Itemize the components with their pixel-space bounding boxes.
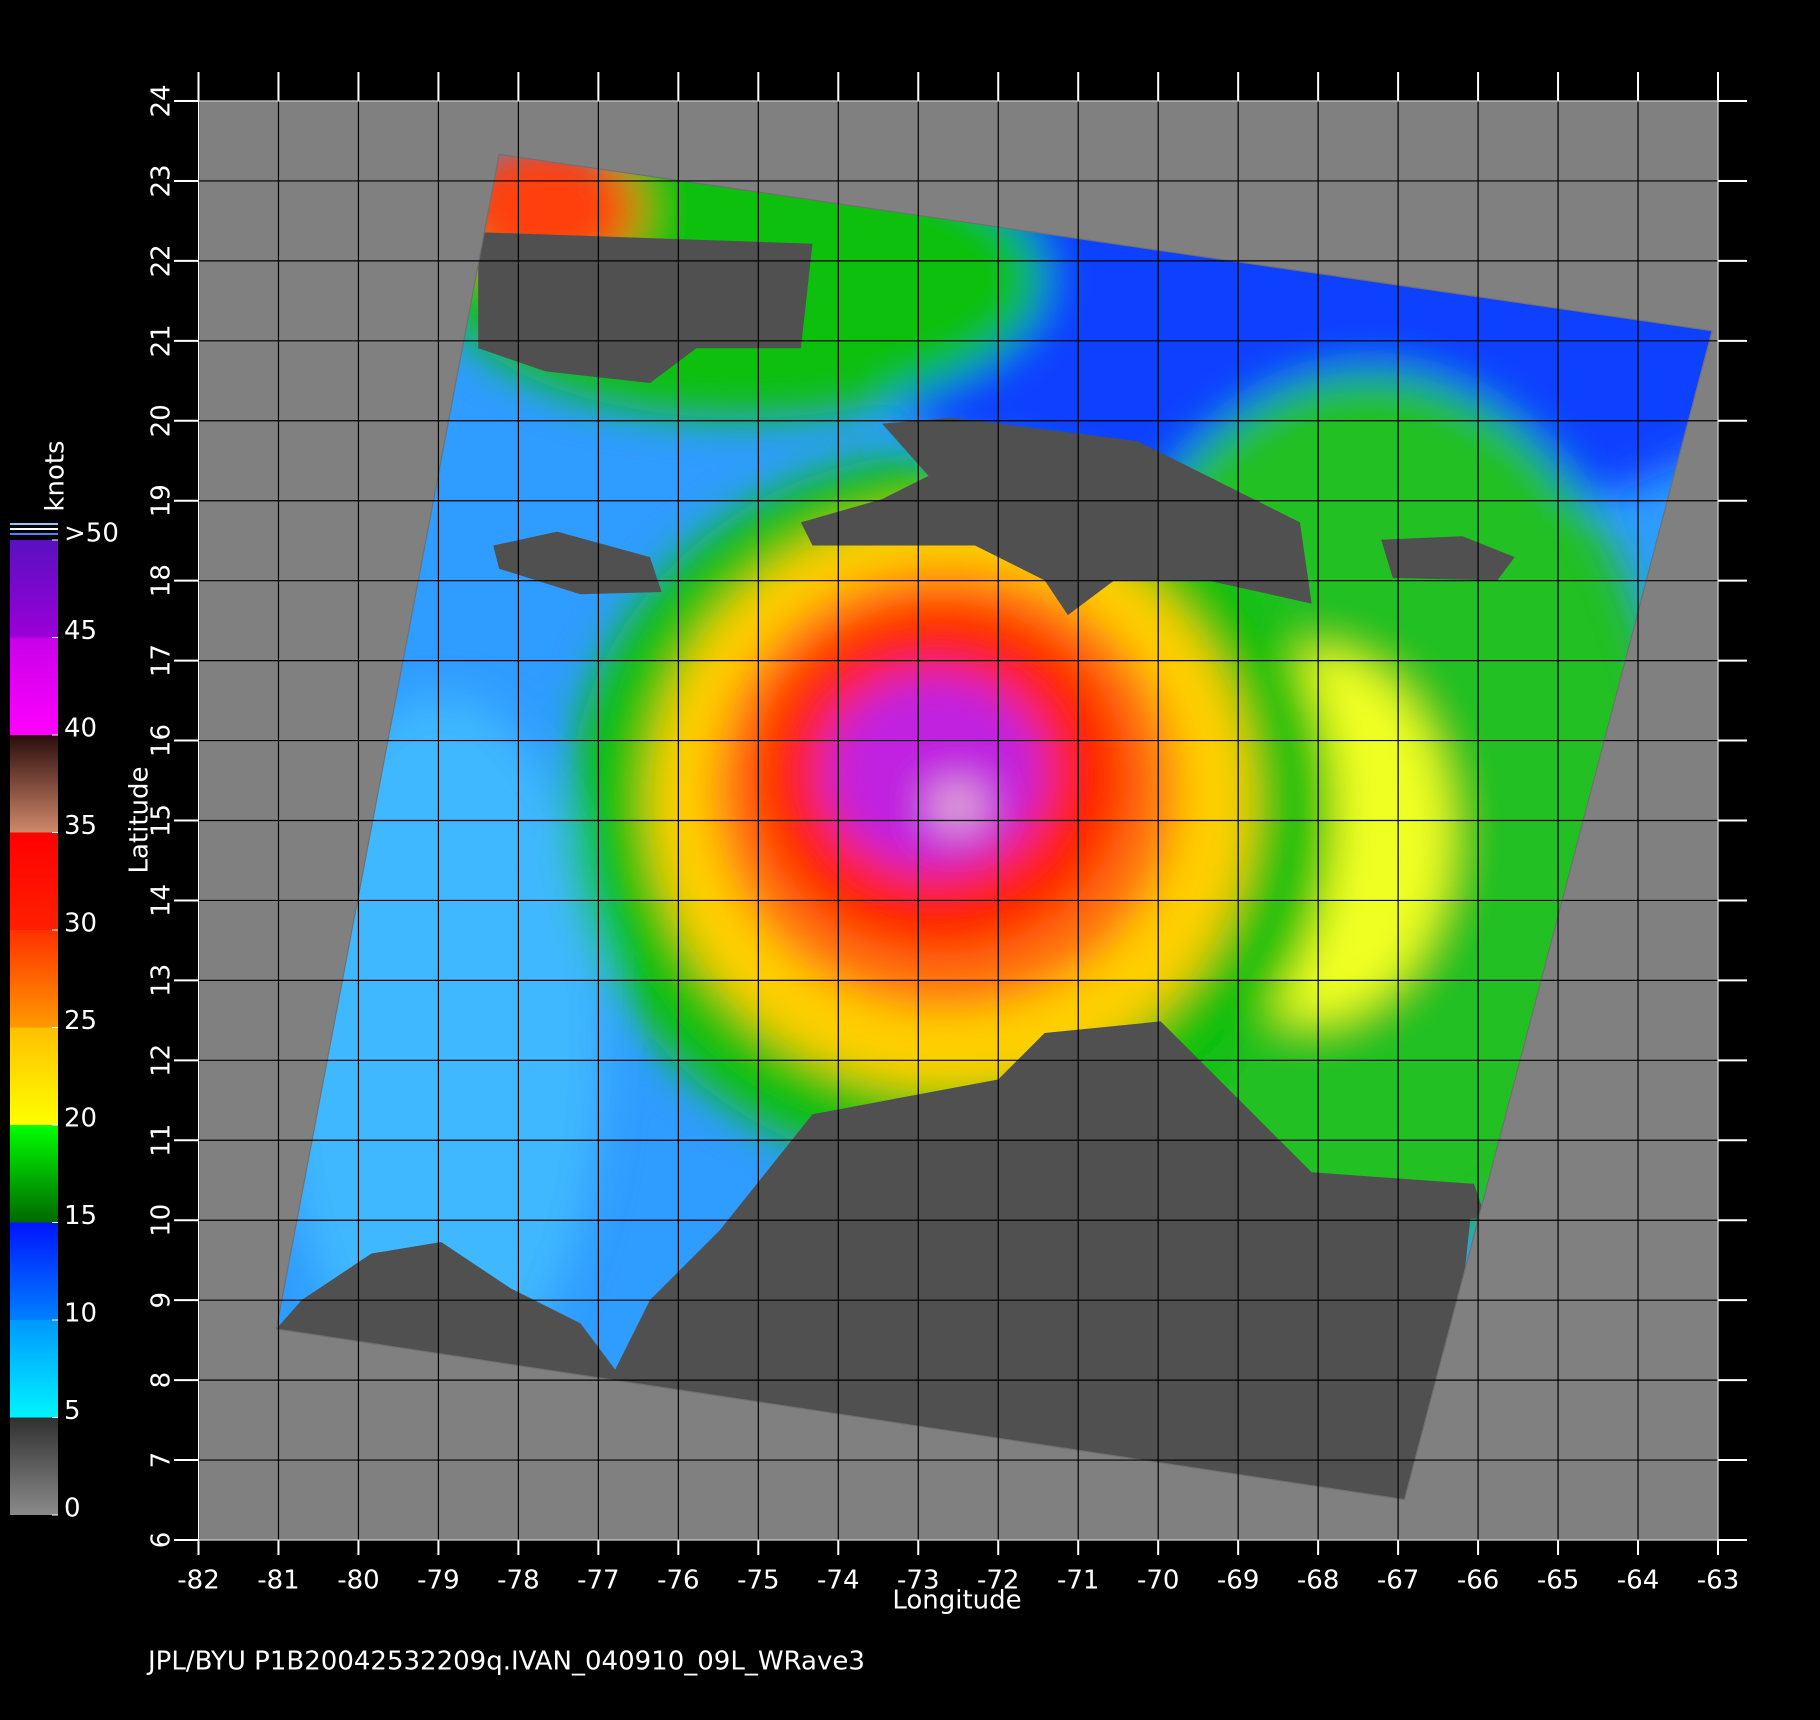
- y-tick-label: 23: [147, 164, 177, 197]
- y-tick-label: 15: [147, 804, 177, 837]
- x-tick-label: -69: [1217, 1566, 1259, 1596]
- x-tick-label: -65: [1537, 1566, 1579, 1596]
- x-tick-label: -80: [337, 1566, 379, 1596]
- y-tick-label: 11: [147, 1124, 177, 1157]
- x-tick-label: -75: [737, 1566, 779, 1596]
- colorbar-segment: [10, 1320, 58, 1418]
- colorbar-segment: [10, 637, 58, 735]
- x-tick-label: -71: [1057, 1566, 1099, 1596]
- colorbar-segment: [10, 930, 58, 1028]
- x-tick-label: -68: [1297, 1566, 1339, 1596]
- colorbar-tick-label: 45: [64, 616, 97, 646]
- y-tick-label: 17: [147, 644, 177, 677]
- colorbar-tick-label: 35: [64, 811, 97, 841]
- wind-field: [275, 153, 1713, 1501]
- colorbar-tick-label: 25: [64, 1006, 97, 1036]
- colorbar-segment: [10, 1027, 58, 1125]
- y-tick-label: 10: [147, 1204, 177, 1237]
- footer-title: JPL/BYU P1B20042532209q.IVAN_040910_09L_…: [146, 1647, 865, 1677]
- y-tick-label: 24: [147, 84, 177, 117]
- x-tick-label: -79: [417, 1566, 459, 1596]
- colorbar-tick-label: 5: [64, 1396, 81, 1426]
- y-tick-label: 20: [147, 404, 177, 437]
- colorbar-label: knots: [41, 440, 71, 511]
- x-tick-label: -70: [1137, 1566, 1179, 1596]
- y-tick-label: 13: [147, 964, 177, 997]
- colorbar-tick-label: 10: [64, 1299, 97, 1329]
- x-tick-label: -72: [977, 1566, 1019, 1596]
- colorbar-tick-label: 20: [64, 1104, 97, 1134]
- x-tick-label: -63: [1697, 1566, 1739, 1596]
- colorbar-tick-label: >50: [64, 519, 119, 549]
- y-tick-label: 7: [147, 1452, 177, 1469]
- colorbar-segment: [10, 832, 58, 930]
- x-tick-label: -67: [1377, 1566, 1419, 1596]
- y-axis-label: Latitude: [125, 766, 155, 873]
- x-tick-label: -76: [657, 1566, 699, 1596]
- x-tick-label: -74: [817, 1566, 859, 1596]
- x-tick-label: -78: [497, 1566, 539, 1596]
- y-tick-label: 16: [147, 724, 177, 757]
- y-tick-label: 18: [147, 564, 177, 597]
- colorbar-segment: [10, 1222, 58, 1320]
- y-tick-label: 9: [147, 1292, 177, 1309]
- colorbar-segment: [10, 1125, 58, 1223]
- colorbar-tick-label: 0: [64, 1494, 81, 1524]
- colorbar-tick-label: 30: [64, 909, 97, 939]
- x-tick-label: -66: [1457, 1566, 1499, 1596]
- y-tick-label: 22: [147, 244, 177, 277]
- x-tick-label: -64: [1617, 1566, 1659, 1596]
- y-tick-label: 19: [147, 484, 177, 517]
- y-tick-label: 8: [147, 1372, 177, 1389]
- colorbar-segment: [10, 1417, 58, 1515]
- y-tick-label: 12: [147, 1044, 177, 1077]
- x-tick-label: -82: [177, 1566, 219, 1596]
- plot-frame: [198, 100, 1719, 1541]
- x-tick-label: -73: [897, 1566, 939, 1596]
- colorbar-segment: [10, 540, 58, 638]
- x-axis-label: Longitude: [892, 1586, 1021, 1616]
- colorbar-segment: [10, 735, 58, 833]
- x-tick-label: -77: [577, 1566, 619, 1596]
- colorbar: 0 5 10 15 20 25 30 35 40 45 >50: [10, 519, 119, 1524]
- x-tick-label: -81: [257, 1566, 299, 1596]
- colorbar-tick-label: 15: [64, 1201, 97, 1231]
- colorbar-tick-label: 40: [64, 714, 97, 744]
- y-tick-label: 6: [147, 1532, 177, 1549]
- y-tick-label: 14: [147, 884, 177, 917]
- y-tick-label: 21: [147, 324, 177, 357]
